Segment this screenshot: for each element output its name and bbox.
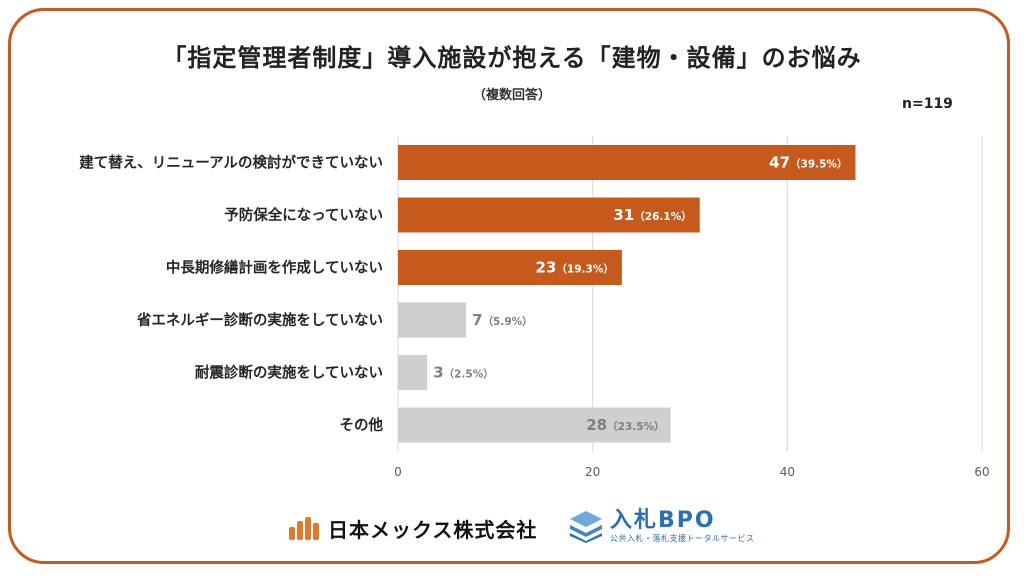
category-label: 耐震診断の実施をしていない (195, 364, 383, 382)
bar (398, 355, 428, 390)
nyusatsu-bpo-tagline: 公共入札・落札支援トータルサービス (610, 533, 755, 543)
data-label-percent: （26.1%） (634, 210, 691, 223)
data-label-percent: （5.9%） (483, 315, 533, 328)
chart-title: 「指定管理者制度」導入施設が抱える「建物・設備」のお悩み (162, 44, 862, 72)
data-label: 3（2.5%） (433, 364, 494, 382)
data-label: 47（39.5%） (769, 154, 847, 172)
category-label: 建て替え、リニューアルの検討ができていない (79, 154, 383, 172)
x-tick-label: 0 (394, 465, 402, 479)
category-label: その他 (340, 416, 384, 434)
data-label-value: 23 (536, 259, 557, 277)
category-label: 省エネルギー診断の実施をしていない (136, 311, 383, 329)
bar (398, 250, 622, 285)
sample-size-label: n=119 (902, 96, 953, 112)
bar (398, 145, 856, 180)
data-label: 23（19.3%） (536, 259, 614, 277)
category-label: 予防保全になっていない (224, 206, 383, 224)
nihon-mex-logo-name: 日本メックス株式会社 (328, 517, 538, 542)
data-label-value: 31 (613, 206, 634, 224)
data-label-percent: （39.5%） (790, 158, 847, 171)
data-label: 7（5.9%） (472, 311, 533, 329)
nihon-mex-logo-icon (289, 517, 319, 540)
rounded-frame (8, 8, 1010, 564)
nyusatsu-bpo-logo: 入札BPO 公共入札・落札支援トータルサービス (568, 506, 755, 546)
chart-subtitle: （複数回答） (472, 88, 551, 103)
data-label: 31（26.1%） (613, 206, 691, 224)
data-label-value: 28 (586, 416, 607, 434)
data-label-percent: （19.3%） (556, 263, 613, 276)
bar (398, 407, 671, 443)
data-label-percent: （2.5%） (444, 368, 494, 381)
bar (398, 197, 700, 233)
bar (398, 302, 467, 338)
data-label-value: 3 (433, 364, 443, 382)
x-tick-label: 40 (780, 465, 795, 479)
stacked-layers-logo-icon (570, 511, 602, 543)
data-label-percent: （23.5%） (607, 420, 664, 433)
nyusatsu-bpo-logo-name: 入札BPO (610, 507, 716, 533)
data-label: 28（23.5%） (586, 416, 664, 434)
data-label-value: 47 (769, 154, 790, 172)
x-tick-label: 20 (585, 465, 600, 479)
x-tick-label: 60 (974, 465, 989, 479)
category-label: 中長期修繕計画を作成していない (166, 259, 383, 277)
nihon-mex-logo: 日本メックス株式会社 (288, 513, 537, 543)
data-label-value: 7 (472, 311, 482, 329)
